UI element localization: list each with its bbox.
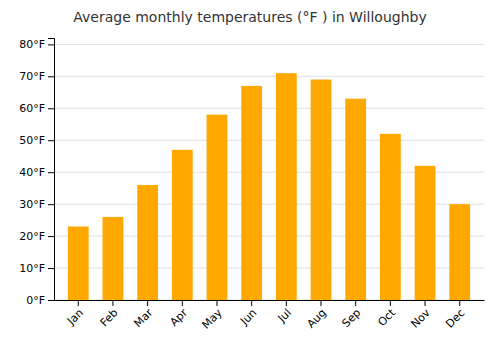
x-tick-mark	[286, 300, 287, 306]
x-tick-mark	[78, 300, 79, 306]
x-axis: Jan Feb Mar Apr May Jun Jul Aug Sep Oct Nov Dec	[55, 300, 485, 332]
x-tick-label: Oct	[375, 306, 398, 329]
y-tick-mark	[48, 300, 54, 301]
y-tick-label: 30°F	[19, 198, 45, 211]
x-tick-mark	[182, 300, 183, 306]
grid-line	[54, 44, 484, 45]
y-tick: 80°F	[19, 38, 54, 51]
grid	[54, 44, 484, 300]
y-tick: 10°F	[19, 262, 54, 275]
y-tick-mark	[48, 44, 54, 45]
y-tick: 60°F	[19, 102, 54, 115]
x-tick-label: Apr	[167, 306, 190, 329]
x-tick-mark	[425, 300, 426, 306]
x-tick-mark	[355, 300, 356, 306]
y-axis-line	[48, 39, 55, 301]
bar	[207, 115, 228, 300]
y-tick-label: 40°F	[19, 166, 45, 179]
x-tick-label: Feb	[98, 306, 121, 329]
x-tick: Oct	[375, 300, 398, 329]
y-tick-mark	[48, 76, 54, 77]
y-tick: 0°F	[26, 294, 54, 307]
y-tick-label: 20°F	[19, 230, 45, 243]
y-tick: 70°F	[19, 70, 54, 83]
chart: Average monthly temperatures (°F ) in Wi…	[0, 0, 500, 350]
y-tick-mark	[48, 108, 54, 109]
x-tick: Apr	[167, 300, 190, 329]
grid-line	[54, 76, 484, 77]
y-tick-mark	[48, 204, 54, 205]
x-axis-line	[55, 300, 485, 301]
grid-line	[54, 108, 484, 109]
y-tick: 20°F	[19, 230, 54, 243]
y-tick-mark	[48, 236, 54, 237]
x-tick-mark	[216, 300, 217, 306]
bar	[103, 217, 124, 300]
y-tick: 30°F	[19, 198, 54, 211]
y-tick-mark	[48, 140, 54, 141]
x-tick-label: Jan	[64, 306, 86, 328]
bar	[172, 150, 193, 300]
bar	[276, 73, 297, 300]
x-tick-mark	[390, 300, 391, 306]
x-tick: Jan	[64, 300, 86, 328]
y-tick-label: 0°F	[26, 294, 45, 307]
x-tick-label: Dec	[443, 306, 467, 330]
bar	[345, 99, 366, 300]
y-tick-label: 60°F	[19, 102, 45, 115]
x-tick-mark	[251, 300, 252, 306]
y-tick: 40°F	[19, 166, 54, 179]
bar	[449, 204, 470, 300]
x-tick-label: Jun	[237, 306, 259, 328]
x-tick-label: Sep	[340, 306, 364, 330]
grid-line	[54, 140, 484, 141]
x-tick-mark	[459, 300, 460, 306]
y-tick-mark	[48, 172, 54, 173]
title: Average monthly temperatures (°F ) in Wi…	[73, 9, 426, 25]
x-tick: Feb	[98, 300, 121, 329]
y-tick-label: 10°F	[19, 262, 45, 275]
bar	[68, 227, 89, 300]
x-tick: Sep	[340, 300, 364, 330]
x-tick: Dec	[443, 300, 467, 331]
bars	[68, 73, 470, 300]
bar	[311, 80, 332, 300]
x-tick: Mar	[131, 300, 155, 330]
x-tick: Jul	[275, 300, 294, 326]
y-tick-label: 50°F	[19, 134, 45, 147]
y-tick-label: 80°F	[19, 38, 45, 51]
y-tick-label: 70°F	[19, 70, 45, 83]
x-tick-label: Nov	[408, 306, 433, 331]
x-tick: Aug	[304, 300, 328, 331]
x-tick-mark	[321, 300, 322, 306]
x-tick: Nov	[408, 300, 433, 331]
y-tick: 50°F	[19, 134, 54, 147]
bar	[241, 86, 262, 300]
x-tick: May	[199, 300, 225, 332]
bar	[137, 185, 158, 300]
x-tick: Jun	[237, 300, 259, 328]
bar	[415, 166, 436, 300]
x-tick-label: Jul	[275, 306, 294, 325]
x-tick-label: Aug	[304, 306, 328, 330]
x-tick-label: Mar	[131, 306, 155, 330]
x-tick-mark	[147, 300, 148, 306]
x-tick-label: May	[199, 306, 225, 332]
bar	[380, 134, 401, 300]
y-tick-mark	[48, 268, 54, 269]
x-tick-mark	[112, 300, 113, 306]
y-axis: 0°F 10°F 20°F 30°F 40°F 50°F 60°F 70°F 80°F	[19, 38, 54, 307]
